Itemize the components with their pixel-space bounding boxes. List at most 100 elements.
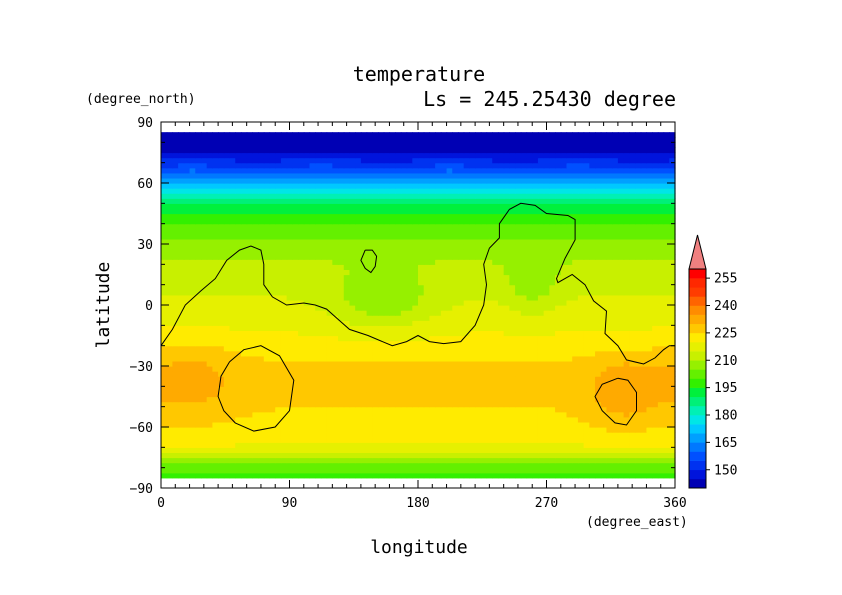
field-cell — [206, 320, 213, 326]
field-cell — [263, 442, 271, 448]
field-cell — [583, 218, 590, 225]
field-cell — [486, 238, 493, 245]
field-cell — [218, 320, 225, 326]
field-cell — [235, 310, 242, 316]
field-cell — [543, 305, 550, 311]
field-cell — [595, 381, 602, 387]
field-cell — [635, 427, 642, 433]
field-cell — [349, 238, 356, 245]
field-cell — [292, 259, 299, 265]
field-cell — [623, 279, 630, 286]
field-cell — [623, 320, 630, 326]
field-cell — [560, 289, 568, 296]
field-cell — [412, 208, 419, 215]
field-cell — [452, 442, 459, 448]
field-cell — [635, 203, 642, 210]
field-cell — [258, 386, 265, 393]
field-cell — [269, 406, 276, 413]
field-cell — [423, 345, 431, 352]
field-cell — [389, 198, 396, 204]
field-cell — [372, 396, 379, 403]
field-cell — [389, 340, 396, 347]
field-cell — [303, 315, 311, 321]
field-cell — [663, 447, 670, 454]
field-cell — [440, 396, 448, 403]
field-cell — [298, 279, 305, 286]
field-cell — [200, 228, 208, 235]
field-cell — [252, 218, 259, 225]
field-cell — [480, 396, 488, 403]
field-cell — [635, 432, 642, 438]
field-cell — [332, 259, 339, 265]
field-cell — [412, 457, 419, 464]
field-cell — [223, 467, 231, 474]
field-cell — [640, 467, 648, 474]
field-cell — [223, 198, 231, 204]
field-cell — [343, 233, 351, 240]
field-cell — [543, 411, 550, 418]
field-cell — [589, 366, 596, 372]
field-cell — [577, 203, 585, 210]
field-cell — [183, 452, 191, 459]
field-cell — [663, 320, 670, 326]
field-cell — [320, 254, 328, 260]
field-cell — [423, 376, 431, 382]
field-cell — [526, 294, 533, 301]
field-cell — [497, 325, 505, 332]
field-cell — [520, 249, 528, 255]
field-cell — [486, 350, 493, 357]
field-cell — [520, 391, 528, 398]
field-cell — [355, 233, 362, 240]
field-cell — [372, 371, 379, 377]
field-cell — [372, 228, 379, 235]
field-cell — [577, 472, 585, 479]
field-cell — [623, 208, 630, 215]
field-cell — [423, 315, 431, 321]
field-cell — [212, 447, 219, 454]
field-cell — [509, 269, 516, 276]
field-cell — [646, 442, 653, 448]
field-cell — [583, 294, 590, 301]
field-cell — [326, 228, 333, 235]
field-cell — [360, 208, 368, 215]
field-cell — [252, 279, 259, 286]
field-cell — [195, 467, 202, 474]
field-cell — [400, 223, 408, 230]
field-cell — [258, 218, 265, 225]
field-cell — [275, 432, 282, 438]
field-cell — [292, 228, 299, 235]
field-cell — [412, 259, 419, 265]
field-cell — [378, 432, 385, 438]
field-cell — [280, 233, 288, 240]
field-cell — [172, 442, 179, 448]
field-cell — [183, 386, 191, 393]
field-cell — [223, 416, 231, 423]
field-cell — [595, 299, 602, 306]
field-cell — [617, 203, 625, 210]
field-cell — [183, 228, 191, 235]
field-cell — [161, 320, 168, 326]
field-cell — [617, 416, 625, 423]
field-cell — [200, 447, 208, 454]
field-cell — [520, 437, 528, 443]
field-cell — [200, 360, 208, 367]
field-cell — [606, 457, 613, 464]
field-cell — [166, 386, 174, 393]
field-cell — [526, 345, 533, 352]
field-cell — [486, 437, 493, 443]
field-cell — [457, 335, 465, 342]
field-cell — [435, 442, 442, 448]
field-cell — [520, 264, 528, 271]
field-cell — [646, 452, 653, 459]
field-cell — [435, 218, 442, 225]
field-cell — [475, 462, 482, 469]
field-cell — [532, 360, 539, 367]
field-cell — [492, 198, 499, 204]
field-cell — [452, 355, 459, 362]
field-cell — [572, 376, 579, 382]
field-cell — [532, 279, 539, 286]
field-cell — [480, 366, 488, 372]
field-cell — [343, 259, 351, 265]
field-cell — [366, 259, 373, 265]
field-cell — [497, 452, 505, 459]
